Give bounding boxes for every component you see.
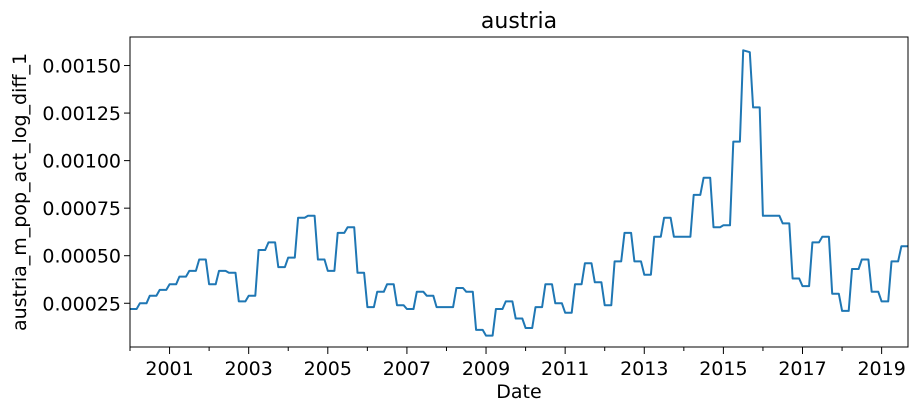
y-tick-label: 0.00075 [42, 198, 121, 220]
x-tick-label: 2001 [145, 358, 193, 380]
y-tick-label: 0.00025 [42, 293, 121, 315]
x-tick-label: 2019 [857, 358, 905, 380]
x-tick-label: 2011 [541, 358, 589, 380]
y-tick-label: 0.00125 [42, 103, 121, 125]
x-axis-ticks: 2001 2003 2005 2007 2009 2011 2013 2015 2017 2019 [145, 347, 906, 380]
y-tick-label: 0.00050 [42, 246, 121, 268]
x-axis-label: Date [496, 381, 541, 403]
plot-frame [129, 36, 909, 348]
series-line [130, 49, 908, 337]
y-axis-label: austria_m_pop_act_log_diff_1 [9, 53, 31, 331]
chart-title: austria [481, 9, 557, 34]
x-tick-label: 2013 [620, 358, 668, 380]
y-axis-ticks: 0.00025 0.00050 0.00075 0.00100 0.00125 0.001… [42, 56, 130, 315]
y-tick-label: 0.00100 [42, 151, 121, 173]
x-axis-minor-ticks [129, 347, 843, 351]
x-tick-label: 2003 [224, 358, 272, 380]
y-tick-label: 0.00150 [42, 56, 121, 78]
x-tick-label: 2009 [462, 358, 510, 380]
x-tick-label: 2015 [699, 358, 747, 380]
x-tick-label: 2005 [304, 358, 352, 380]
x-tick-label: 2017 [778, 358, 826, 380]
x-tick-label: 2007 [383, 358, 431, 380]
